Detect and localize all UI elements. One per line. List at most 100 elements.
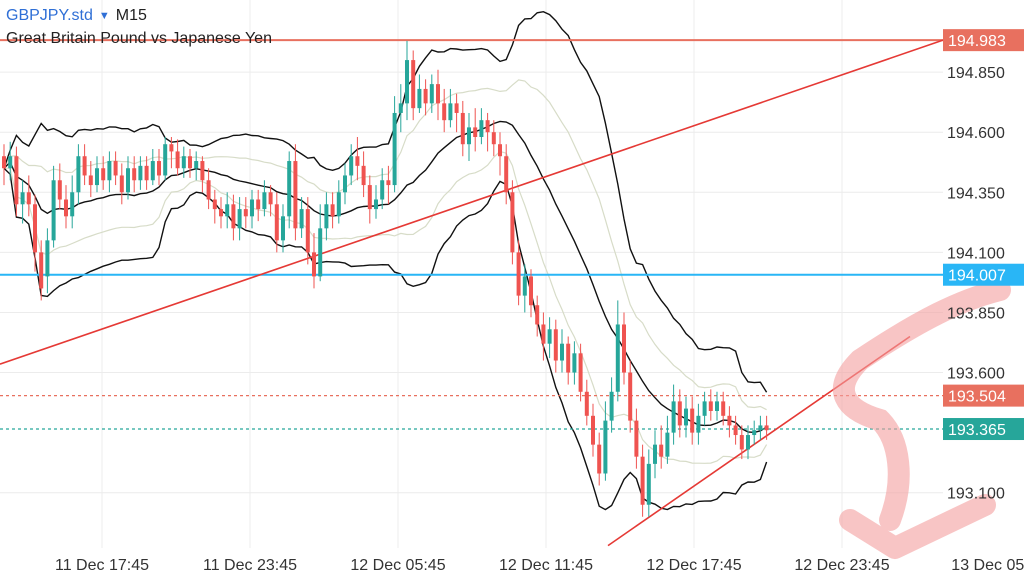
candle-body [318, 228, 323, 277]
candle [671, 384, 676, 445]
caret-down-icon[interactable]: ▼ [98, 10, 110, 22]
candle [349, 144, 354, 186]
candle [14, 146, 19, 217]
candle-body [727, 415, 732, 426]
candle-body [355, 156, 360, 166]
candle [522, 264, 527, 313]
candle [578, 343, 583, 402]
candle [442, 88, 447, 133]
candle [603, 401, 608, 481]
candle [299, 197, 304, 238]
x-tick-label: 12 Dec 11:45 [499, 557, 593, 574]
bollinger-upper-band [3, 10, 768, 393]
candle [293, 144, 298, 241]
candle [33, 194, 37, 272]
candle-body [473, 127, 478, 137]
candle-body [281, 216, 285, 241]
candle [318, 204, 323, 282]
candle-body [566, 343, 571, 373]
candle-body [690, 408, 695, 433]
candle [622, 312, 626, 385]
candle-body [746, 435, 750, 450]
y-tick-label: 194.100 [947, 245, 1005, 262]
candle [485, 112, 490, 152]
x-tick-label: 11 Dec 17:45 [55, 557, 149, 574]
candle [324, 192, 329, 241]
candle [665, 415, 670, 464]
symbol-selector[interactable]: GBPJPY.std [6, 7, 93, 24]
bollinger-middle-band [3, 120, 767, 434]
inner-lower-band [4, 150, 768, 464]
candle-body [677, 401, 682, 426]
candle [684, 396, 688, 438]
candle-body [708, 401, 713, 411]
candle-body [622, 324, 626, 373]
candle-body [343, 175, 347, 193]
candle [411, 50, 416, 121]
y-tick-label: 193.100 [947, 486, 1005, 503]
candle-body [442, 103, 447, 121]
candle-body [219, 209, 223, 217]
candle [739, 425, 744, 460]
candle [70, 175, 75, 229]
candle-body [758, 425, 763, 431]
candle [758, 415, 763, 440]
candle [175, 139, 180, 176]
candle [547, 317, 552, 359]
candle-body [591, 415, 595, 445]
candle [76, 144, 81, 205]
candle [250, 189, 254, 229]
candle-body [386, 180, 391, 186]
candle [467, 112, 471, 162]
candle-body [361, 165, 366, 186]
candle [312, 233, 316, 289]
candle [436, 69, 440, 121]
candle [727, 406, 732, 438]
candle-body [169, 144, 174, 152]
candle [194, 151, 199, 181]
candle [95, 156, 99, 193]
candle-body [529, 276, 533, 306]
candle [646, 449, 651, 517]
hand-drawn-arrow-annotation [833, 279, 1011, 559]
candle [157, 149, 161, 186]
price-level-label: 194.007 [948, 268, 1006, 285]
candle [113, 151, 118, 186]
x-tick-label: 13 Dec 05: [951, 557, 1024, 574]
candle-body [305, 209, 310, 253]
candle [491, 120, 496, 157]
candle [584, 379, 589, 426]
price-level-box [943, 384, 1024, 407]
candle [188, 149, 192, 178]
candle [126, 156, 130, 200]
candle-body [665, 432, 670, 457]
candle [26, 175, 31, 217]
timeframe-label[interactable]: M15 [115, 7, 147, 24]
candle [380, 168, 385, 210]
candle-body [553, 329, 558, 361]
candle [82, 144, 87, 186]
chart-header: GBPJPY.std ▼ M15 Great Britain Pound vs … [6, 6, 272, 50]
candle-body [33, 204, 37, 253]
candle [746, 425, 750, 460]
candle [200, 156, 205, 193]
x-tick-label: 12 Dec 05:45 [350, 557, 445, 574]
candle-body [653, 444, 657, 464]
candle-body [516, 252, 521, 296]
candle-body [206, 180, 211, 200]
candle-body [411, 60, 416, 109]
candle [355, 137, 360, 181]
candle-body [95, 168, 99, 186]
candle-body [640, 456, 645, 505]
candle-body [467, 127, 471, 145]
candle-body [702, 401, 707, 416]
candle [163, 137, 168, 181]
candle-body [572, 353, 577, 373]
candle [119, 163, 124, 205]
candle [144, 156, 149, 190]
x-tick-label: 12 Dec 23:45 [794, 557, 889, 574]
candle-body [603, 420, 608, 474]
candle-body [8, 156, 13, 169]
